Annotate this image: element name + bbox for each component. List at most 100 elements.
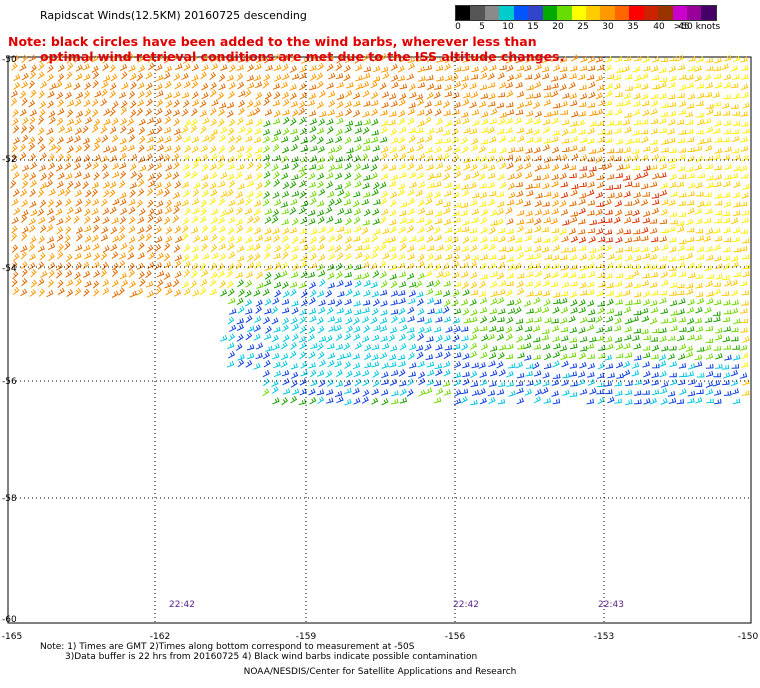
wind-barb [55, 208, 63, 216]
wind-barb [337, 207, 345, 216]
wind-barb [453, 245, 461, 253]
legend-swatch [571, 6, 586, 20]
wind-barb [516, 127, 525, 134]
wind-barb [688, 272, 696, 279]
wind-barb [73, 162, 81, 171]
wind-barb [335, 233, 343, 242]
wind-barb [344, 280, 353, 288]
wind-barb [309, 289, 317, 298]
wind-barb [66, 136, 74, 144]
wind-barb [379, 181, 387, 189]
wind-barb [490, 220, 498, 226]
wind-barb [119, 152, 127, 161]
wind-barb [489, 308, 498, 315]
wind-barb [713, 101, 721, 107]
wind-barb [56, 251, 64, 260]
wind-barb [253, 107, 261, 116]
wind-barb [622, 369, 631, 377]
wind-barb [372, 244, 380, 253]
wind-barb [677, 308, 685, 315]
wind-barb [641, 100, 650, 107]
note-line-2: optimal wind retrieval conditions are me… [40, 49, 565, 64]
wind-barb [516, 209, 525, 216]
wind-barb [605, 343, 614, 350]
wind-barb [236, 323, 244, 332]
wind-barb [497, 72, 505, 80]
wind-barb [380, 335, 388, 342]
wind-barb [355, 252, 363, 260]
wind-barb [28, 54, 36, 62]
legend-labels: 0 5 10 15 20 25 30 35 40 45 >50 knots [455, 21, 720, 33]
wind-barb [508, 191, 516, 199]
wind-barb [282, 54, 290, 63]
wind-barb [479, 183, 487, 189]
wind-barb [676, 119, 685, 125]
wind-barb [578, 352, 586, 360]
wind-barb [91, 109, 99, 118]
wind-barb [506, 218, 514, 225]
wind-barb [516, 65, 525, 72]
wind-barb [163, 72, 171, 80]
wind-barb [508, 146, 516, 154]
wind-barb [388, 164, 397, 171]
wind-barb [281, 91, 290, 100]
wind-barb [362, 253, 370, 262]
wind-barb [209, 288, 217, 296]
wind-barb [263, 97, 270, 106]
wind-barb [660, 397, 668, 405]
wind-barb [579, 92, 588, 100]
wind-barb [426, 91, 434, 100]
wind-barb [327, 282, 335, 289]
wind-barb [136, 99, 145, 107]
wind-barb [146, 244, 154, 253]
wind-barb [120, 106, 128, 115]
wind-barb [688, 55, 696, 62]
wind-barb [317, 253, 326, 262]
wind-barb [705, 363, 714, 369]
wind-barb [138, 271, 145, 280]
wind-barb [334, 324, 342, 332]
wind-barb [516, 335, 524, 343]
wind-barb [326, 63, 334, 72]
wind-barb [667, 335, 676, 341]
wind-barb [74, 189, 82, 198]
wind-barb [740, 327, 748, 333]
wind-barb [273, 154, 281, 162]
wind-barb [452, 109, 460, 115]
wind-barb [615, 148, 623, 153]
wind-barb [228, 199, 236, 207]
wind-barb [741, 352, 749, 360]
wind-barb [695, 325, 704, 333]
wind-barb [282, 388, 291, 395]
wind-barb [118, 252, 127, 260]
wind-barb [607, 192, 615, 199]
wind-barb [217, 216, 225, 225]
wind-barb [739, 246, 748, 251]
wind-barb [182, 253, 190, 262]
wind-barb [236, 64, 244, 71]
wind-barb [264, 243, 272, 252]
wind-barb [712, 227, 721, 234]
wind-barb [273, 179, 281, 187]
wind-barb [469, 350, 478, 359]
wind-barb [264, 298, 272, 306]
wind-barb [398, 98, 406, 107]
wind-barb [470, 281, 478, 289]
wind-barb [361, 315, 370, 324]
wind-barb [398, 333, 406, 342]
wind-barb [551, 199, 560, 207]
wind-barb [300, 145, 309, 153]
wind-barb [515, 361, 524, 369]
wind-barb [433, 181, 442, 188]
wind-barb [199, 215, 207, 224]
wind-barb [290, 288, 297, 297]
wind-barb [713, 389, 722, 396]
wind-barb [91, 125, 99, 133]
wind-barb [245, 197, 252, 206]
wind-barb [391, 398, 399, 405]
wind-barb [271, 163, 279, 172]
wind-barb [408, 371, 417, 378]
wind-barb [300, 369, 308, 377]
wind-barb [586, 343, 594, 350]
wind-barb [334, 172, 343, 180]
